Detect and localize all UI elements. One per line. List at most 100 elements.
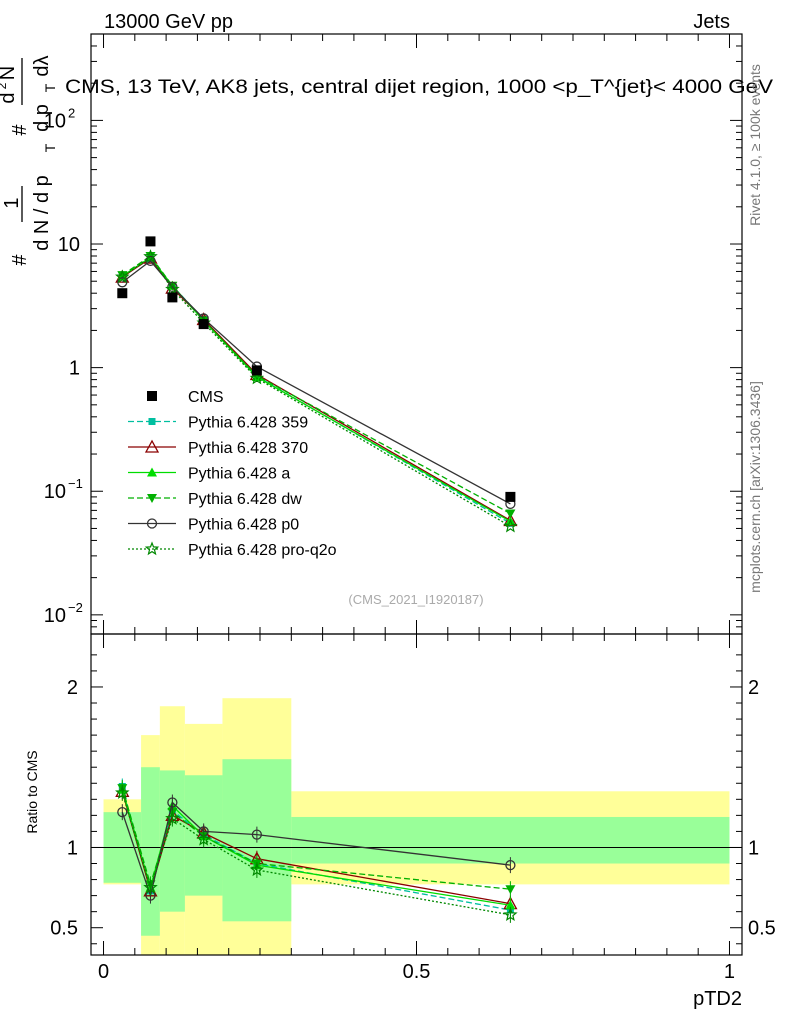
y-label-d: d bbox=[0, 92, 19, 103]
legend-marker bbox=[147, 391, 157, 401]
band-inner-1 bbox=[141, 767, 160, 936]
point-ratio-3-5 bbox=[505, 885, 516, 895]
point-ratio-4-0 bbox=[117, 807, 128, 818]
point-ratio-5-4 bbox=[249, 862, 265, 877]
y-tick-exponent: −1 bbox=[68, 476, 83, 491]
legend-marker bbox=[147, 494, 157, 503]
data-point-5 bbox=[505, 491, 516, 502]
ratio-tick-label-left: 2 bbox=[67, 677, 78, 699]
point-main-4-0 bbox=[117, 277, 128, 288]
point-main-5-5 bbox=[503, 518, 518, 533]
y-axis-label: # 1 d N / d p T # d 2 N d p T dλ bbox=[0, 55, 58, 265]
data-point-3 bbox=[198, 319, 209, 330]
ratio-uncertainty-bands bbox=[103, 698, 730, 955]
series-line-ratio bbox=[121, 791, 511, 905]
x-tick-label: 0.5 bbox=[403, 961, 431, 983]
ratio-tick-label-right: 1 bbox=[748, 837, 759, 859]
analysis-id: (CMS_2021_I1920187) bbox=[348, 592, 483, 607]
point-ratio-5-3 bbox=[196, 831, 211, 846]
legend-marker bbox=[144, 439, 160, 453]
legend-label: Pythia 6.428 pro-q2o bbox=[188, 542, 337, 559]
point-ratio-4-4 bbox=[251, 829, 263, 840]
y-label-sq: 2 bbox=[0, 82, 9, 89]
y-label-hash1: # bbox=[9, 254, 31, 266]
x-tick-label: 1 bbox=[724, 961, 735, 983]
legend-item-5: Pythia 6.428 pro-q2o bbox=[128, 541, 337, 559]
x-tick-label: 0 bbox=[98, 961, 109, 983]
legend-item-0: Pythia 6.428 359 bbox=[128, 415, 308, 432]
chart-title: CMS, 13 TeV, AK8 jets, central dijet reg… bbox=[65, 77, 773, 98]
y-tick-label: 10 bbox=[44, 481, 66, 503]
series-pythia-6-428-pro-q2o bbox=[115, 249, 518, 923]
point-main-5-1 bbox=[143, 249, 158, 263]
header-left: 13000 GeV pp bbox=[104, 11, 233, 33]
ratio-tick-label-right: 0.5 bbox=[748, 918, 776, 940]
ratio-tick-label-left: 0.5 bbox=[50, 918, 78, 940]
y-label-one: 1 bbox=[1, 197, 23, 208]
point-main-3-0 bbox=[117, 271, 128, 281]
legend-marker bbox=[148, 418, 156, 425]
series-line-ratio bbox=[121, 787, 511, 890]
point-main-5-0 bbox=[115, 269, 130, 284]
point-main-5-4 bbox=[249, 370, 265, 385]
point-ratio-2-5 bbox=[505, 900, 516, 910]
y-label-n: N bbox=[0, 66, 19, 80]
legend-item-3: Pythia 6.428 dw bbox=[128, 491, 302, 508]
y-tick-label: 1 bbox=[69, 358, 80, 380]
legend-item-1: Pythia 6.428 370 bbox=[128, 439, 308, 457]
y-tick-label: 10 bbox=[58, 234, 80, 256]
point-ratio-5-0 bbox=[115, 785, 130, 800]
mcplots-credit: mcplots.cern.ch [arXiv:1306.3436] bbox=[747, 381, 763, 593]
legend-label: Pythia 6.428 p0 bbox=[188, 517, 299, 534]
legend-label: Pythia 6.428 359 bbox=[188, 415, 308, 432]
data-point-1 bbox=[145, 236, 156, 247]
legend-label: Pythia 6.428 dw bbox=[188, 491, 302, 508]
x-axis-label: pTD2 bbox=[693, 988, 742, 1010]
legend-marker bbox=[144, 541, 160, 556]
point-ratio-4-5 bbox=[505, 859, 516, 871]
series-line-ratio bbox=[121, 792, 511, 916]
legend-item-4: Pythia 6.428 p0 bbox=[128, 517, 299, 534]
y-tick-label: 10 bbox=[44, 110, 66, 132]
series-cms-data bbox=[117, 236, 516, 502]
y-tick-exponent: −2 bbox=[68, 600, 83, 615]
series-line-main bbox=[121, 257, 511, 524]
legend-label: CMS bbox=[188, 389, 224, 406]
legend-marker bbox=[146, 518, 158, 529]
point-ratio-5-2 bbox=[165, 810, 180, 825]
y-label-dndpt: d N / d p bbox=[31, 175, 53, 251]
y-label-t1: T bbox=[42, 143, 58, 152]
series-line-ratio bbox=[121, 801, 511, 898]
data-point-0 bbox=[117, 288, 128, 299]
ratio-tick-label-right: 2 bbox=[748, 677, 759, 699]
point-ratio-5-5 bbox=[503, 907, 518, 922]
series-layer bbox=[115, 236, 518, 923]
point-main-5-2 bbox=[165, 281, 180, 296]
legend-marker bbox=[147, 467, 157, 477]
y-label-t2: T bbox=[42, 83, 58, 92]
legend-item-cms: CMS bbox=[147, 389, 224, 406]
y-tick-label: 10 bbox=[44, 605, 66, 627]
y-tick-exponent: 2 bbox=[68, 105, 75, 120]
legend: CMS Pythia 6.428 359 Pythia 6.428 370 Pythi… bbox=[128, 389, 337, 559]
point-main-3-5 bbox=[505, 509, 516, 519]
legend-label: Pythia 6.428 a bbox=[188, 466, 290, 483]
ratio-axis-label: Ratio to CMS bbox=[24, 750, 40, 833]
point-main-4-1 bbox=[145, 255, 156, 267]
y-label-dlambda: dλ bbox=[31, 55, 53, 76]
series-line-main bbox=[121, 255, 511, 527]
point-ratio-4-2 bbox=[167, 797, 178, 808]
ratio-tick-label-left: 1 bbox=[67, 837, 78, 859]
header-right: Jets bbox=[693, 11, 730, 33]
band-inner-5 bbox=[291, 816, 730, 864]
legend-item-2: Pythia 6.428 a bbox=[128, 466, 290, 483]
y-label-hash2: # bbox=[9, 124, 31, 136]
series-pythia-6-428-p0 bbox=[117, 255, 516, 904]
legend-label: Pythia 6.428 370 bbox=[188, 440, 308, 457]
rivet-version: Rivet 4.1.0, ≥ 100k events bbox=[747, 64, 763, 226]
point-ratio-5-1 bbox=[143, 879, 158, 894]
data-point-4 bbox=[251, 365, 262, 376]
data-point-2 bbox=[167, 292, 178, 303]
